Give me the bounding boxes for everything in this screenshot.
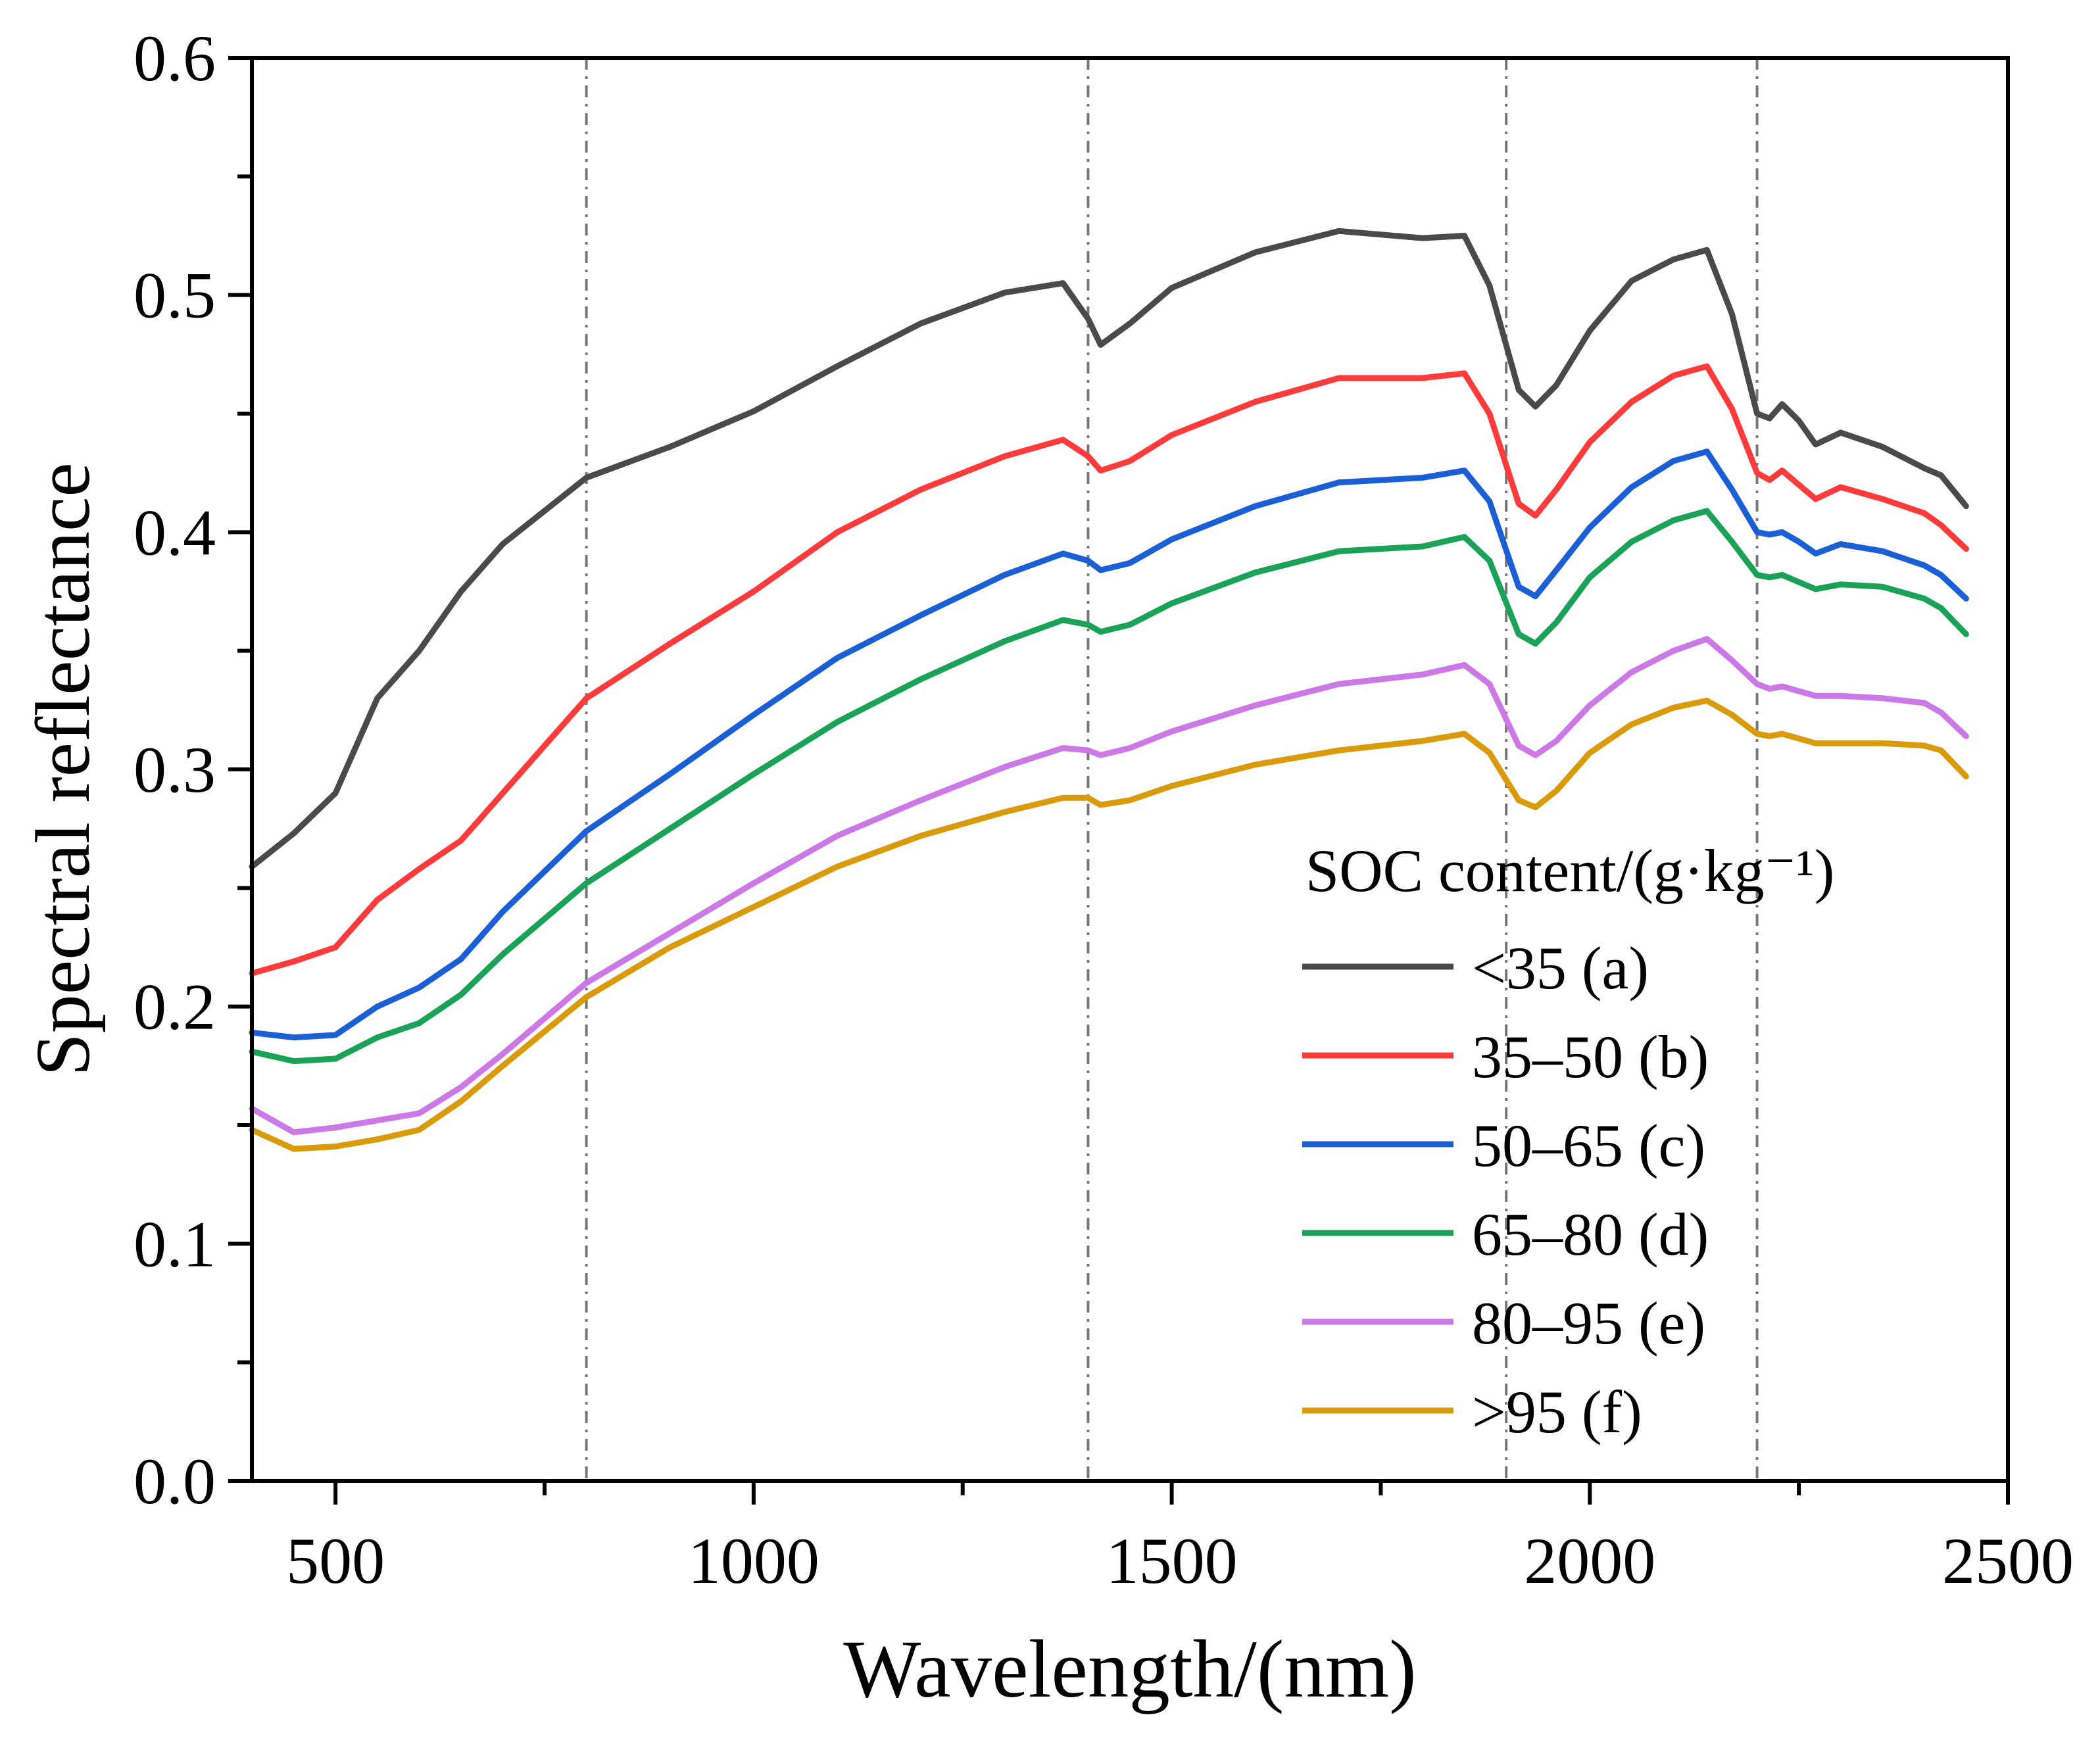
axis-ticks xyxy=(228,56,2010,1505)
y-tick-label: 0.5 xyxy=(134,259,216,332)
legend-label: <35 (a) xyxy=(1472,934,1649,1002)
x-tick-label: 500 xyxy=(286,1524,385,1597)
legend-label: >95 (f) xyxy=(1472,1378,1642,1445)
y-tick-label: 0.6 xyxy=(134,22,216,95)
legend-label: 65–80 (d) xyxy=(1472,1201,1709,1268)
y-tick-label: 0.3 xyxy=(134,733,216,806)
legend-label: 35–50 (b) xyxy=(1472,1023,1709,1090)
legend: SOC content/(g·kg⁻¹) <35 (a) 35–50 (b) 50–… xyxy=(1302,837,1834,1445)
plot-frame xyxy=(250,56,2010,1483)
y-tick-label: 0.2 xyxy=(134,971,216,1044)
reference-lines xyxy=(585,58,1759,1481)
series-line xyxy=(249,363,1969,977)
series-line xyxy=(249,697,1969,1152)
x-tick-label: 2000 xyxy=(1524,1524,1655,1597)
y-tick-label: 0.1 xyxy=(134,1207,216,1280)
y-tick-label: 0.0 xyxy=(134,1445,216,1518)
series-line xyxy=(249,636,1969,1136)
x-tick-label: 1500 xyxy=(1106,1524,1238,1597)
series-line xyxy=(249,508,1969,1065)
x-tick-labels: 500 1000 1500 2000 2500 xyxy=(286,1524,2074,1597)
x-tick-label: 2500 xyxy=(1942,1524,2074,1597)
x-axis-label: Wavelength/(nm) xyxy=(843,1624,1417,1715)
series-line xyxy=(249,448,1969,1041)
y-tick-labels: 0.0 0.1 0.2 0.3 0.4 0.5 0.6 xyxy=(134,22,216,1518)
x-tick-label: 1000 xyxy=(688,1524,819,1597)
legend-label: 80–95 (e) xyxy=(1472,1290,1705,1357)
legend-title: SOC content/(g·kg⁻¹) xyxy=(1306,837,1834,904)
legend-label: 50–65 (c) xyxy=(1472,1112,1705,1179)
series-line xyxy=(249,228,1969,870)
y-axis-label: Spectral reflectance xyxy=(20,462,106,1076)
series-lines xyxy=(249,228,1969,1152)
y-tick-label: 0.4 xyxy=(134,496,216,569)
